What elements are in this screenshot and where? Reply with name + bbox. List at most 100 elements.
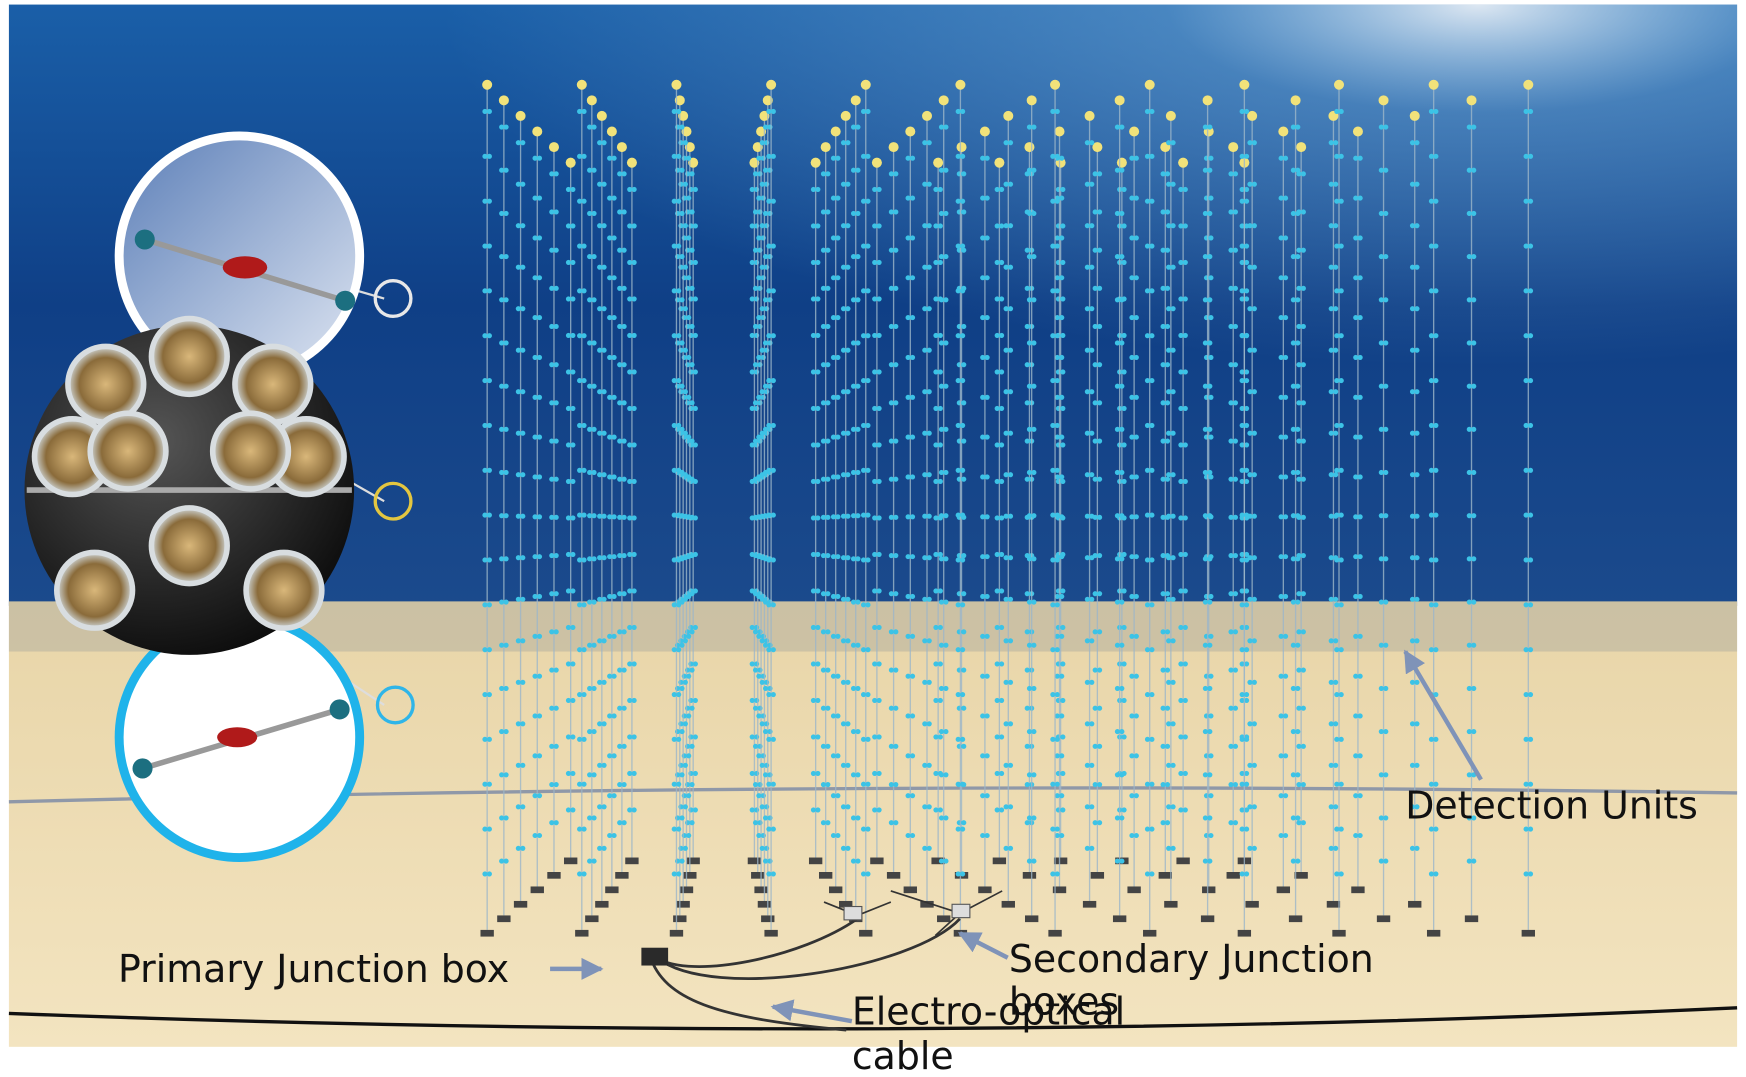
optical-module xyxy=(1050,782,1055,787)
buoy xyxy=(1145,80,1155,90)
optical-module xyxy=(679,643,684,648)
optical-module xyxy=(763,772,768,777)
optical-module xyxy=(1524,423,1529,428)
optical-module xyxy=(587,859,592,864)
optical-module xyxy=(537,713,542,718)
optical-module xyxy=(960,109,965,114)
optical-module xyxy=(766,692,771,697)
optical-module xyxy=(1207,384,1212,389)
optical-module xyxy=(821,362,826,367)
optical-module xyxy=(815,442,820,447)
optical-module xyxy=(980,315,985,320)
optical-module xyxy=(956,423,961,428)
optical-module xyxy=(1207,254,1212,259)
optical-module xyxy=(537,196,542,201)
optical-module xyxy=(1060,698,1065,703)
optical-module xyxy=(943,124,948,129)
optical-module xyxy=(682,315,687,320)
optical-module xyxy=(499,211,504,216)
optical-module xyxy=(1204,156,1209,161)
optical-module xyxy=(1149,333,1154,338)
optical-module xyxy=(672,333,677,338)
optical-module xyxy=(577,288,582,293)
optical-module xyxy=(1097,477,1102,482)
optical-module xyxy=(570,442,575,447)
optical-module xyxy=(939,643,944,648)
optical-module xyxy=(679,168,684,173)
optical-module xyxy=(1433,243,1438,248)
optical-module xyxy=(961,400,966,405)
optical-module xyxy=(1334,109,1339,114)
optical-module xyxy=(612,156,617,161)
optical-module xyxy=(672,423,677,428)
optical-module xyxy=(607,196,612,201)
optical-module xyxy=(1471,686,1476,691)
optical-module xyxy=(1247,638,1252,643)
optical-module xyxy=(889,667,894,672)
optical-module xyxy=(1161,477,1166,482)
optical-module xyxy=(1203,643,1208,648)
optical-module xyxy=(1089,431,1094,436)
optical-module xyxy=(1025,820,1030,825)
optical-module xyxy=(1433,871,1438,876)
optical-module xyxy=(632,515,637,520)
optical-module xyxy=(1295,643,1300,648)
optical-module xyxy=(761,634,766,639)
optical-module xyxy=(617,553,622,558)
optical-module xyxy=(961,553,966,558)
optical-module xyxy=(1025,629,1030,634)
optical-module xyxy=(815,552,820,557)
optical-module xyxy=(622,629,627,634)
optical-module xyxy=(1089,472,1094,477)
optical-module xyxy=(851,729,856,734)
optical-module xyxy=(678,348,683,353)
buoy xyxy=(627,158,637,168)
optical-module xyxy=(851,599,856,604)
optical-module xyxy=(1166,680,1171,685)
optical-module xyxy=(1207,168,1212,173)
optical-module xyxy=(1240,827,1245,832)
optical-module xyxy=(1228,782,1233,787)
anchor xyxy=(1238,930,1251,937)
optical-module xyxy=(761,275,766,280)
optical-module xyxy=(999,369,1004,374)
optical-module xyxy=(504,729,509,734)
optical-module xyxy=(763,643,768,648)
optical-module xyxy=(1165,667,1170,672)
optical-module xyxy=(1056,296,1061,301)
optical-module xyxy=(520,389,525,394)
optical-module xyxy=(683,846,688,851)
optical-module xyxy=(1379,513,1384,518)
optical-module xyxy=(1183,223,1188,228)
optical-module xyxy=(1055,647,1060,652)
optical-module xyxy=(1528,199,1533,204)
optical-module xyxy=(482,827,487,832)
optical-module xyxy=(1379,686,1384,691)
optical-module xyxy=(815,588,820,593)
optical-module xyxy=(679,254,684,259)
optical-module xyxy=(938,442,943,447)
optical-module xyxy=(592,556,597,561)
optical-module xyxy=(520,514,525,519)
optical-module xyxy=(811,552,816,557)
optical-module xyxy=(893,515,898,520)
optical-module xyxy=(577,423,582,428)
optical-module xyxy=(910,435,915,440)
optical-module xyxy=(1279,275,1284,280)
optical-module xyxy=(1004,763,1009,768)
optical-module xyxy=(938,552,943,557)
optical-module xyxy=(1379,297,1384,302)
optical-module xyxy=(1353,395,1358,400)
optical-module xyxy=(532,634,537,639)
optical-module xyxy=(750,296,755,301)
optical-module xyxy=(1004,306,1009,311)
optical-module xyxy=(1414,431,1419,436)
optical-module xyxy=(1244,557,1249,562)
optical-module xyxy=(686,275,691,280)
optical-module xyxy=(1296,820,1301,825)
optical-module xyxy=(1252,763,1257,768)
optical-module xyxy=(537,753,542,758)
optical-module xyxy=(855,513,860,518)
optical-module xyxy=(841,638,846,643)
optical-module xyxy=(938,406,943,411)
